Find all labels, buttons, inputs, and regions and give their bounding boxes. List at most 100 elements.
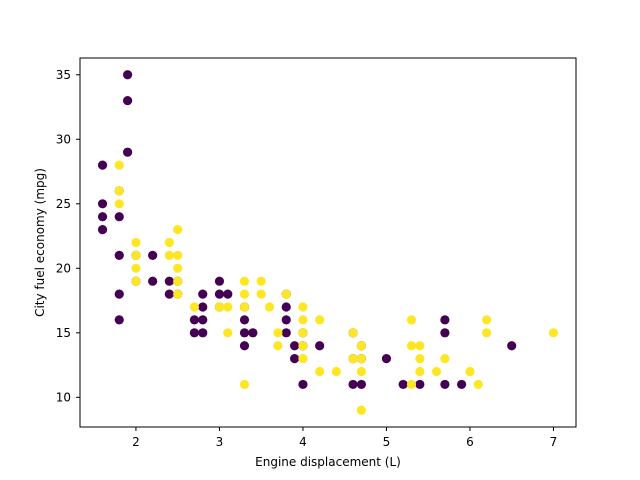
- data-point: [198, 289, 208, 299]
- data-point: [123, 95, 133, 106]
- data-point: [298, 354, 308, 364]
- points-layer: [97, 70, 559, 415]
- data-point: [482, 315, 492, 325]
- data-point: [298, 379, 308, 390]
- data-point: [298, 315, 308, 325]
- data-point: [415, 354, 425, 364]
- data-point: [264, 302, 275, 312]
- data-point: [173, 276, 183, 286]
- data-point: [189, 328, 199, 338]
- data-point: [239, 341, 250, 351]
- data-point: [131, 276, 141, 286]
- data-point: [465, 366, 475, 377]
- data-point: [239, 379, 250, 390]
- data-point: [214, 289, 225, 299]
- data-point: [548, 328, 559, 338]
- data-point: [198, 328, 208, 338]
- data-point: [398, 379, 408, 390]
- data-point: [381, 354, 392, 364]
- data-point: [148, 250, 158, 260]
- x-tick-label: 4: [299, 435, 307, 449]
- data-point: [164, 250, 174, 260]
- data-point: [356, 366, 366, 377]
- data-point: [114, 186, 124, 196]
- data-point: [482, 328, 492, 338]
- data-point: [457, 379, 467, 390]
- series-2: [114, 160, 559, 415]
- data-point: [114, 212, 124, 222]
- data-point: [239, 315, 250, 325]
- x-tick-label: 7: [550, 435, 558, 449]
- y-tick-label: 35: [56, 68, 71, 82]
- data-point: [348, 354, 358, 364]
- data-point: [331, 366, 341, 377]
- data-point: [281, 289, 291, 299]
- y-tick-label: 20: [56, 261, 71, 275]
- y-axis: 10 15 20 25 30 35: [56, 68, 80, 404]
- x-tick-label: 5: [383, 435, 391, 449]
- data-point: [214, 302, 225, 312]
- data-point: [123, 147, 133, 157]
- data-point: [123, 70, 133, 80]
- data-point: [290, 354, 300, 364]
- data-point: [281, 302, 291, 312]
- data-point: [415, 379, 425, 390]
- data-point: [173, 289, 183, 299]
- x-axis: 2 3 4 5 6 7: [132, 427, 557, 449]
- data-point: [198, 315, 208, 325]
- data-point: [348, 379, 358, 390]
- data-point: [440, 354, 450, 364]
- data-point: [97, 199, 108, 209]
- data-point: [315, 341, 325, 351]
- data-point: [114, 289, 124, 299]
- data-point: [415, 366, 425, 377]
- data-point: [248, 328, 258, 338]
- data-point: [440, 328, 450, 338]
- data-point: [415, 341, 425, 351]
- y-axis-label: City fuel economy (mpg): [33, 168, 47, 317]
- data-point: [256, 289, 266, 299]
- data-point: [173, 250, 183, 260]
- y-tick-label: 10: [56, 390, 71, 404]
- data-point: [239, 328, 250, 338]
- y-tick-label: 30: [56, 132, 71, 146]
- data-point: [431, 366, 442, 377]
- data-point: [406, 315, 417, 325]
- data-point: [298, 302, 308, 312]
- data-point: [406, 379, 417, 390]
- data-point: [298, 328, 308, 338]
- data-point: [239, 276, 250, 286]
- data-point: [356, 405, 366, 415]
- data-point: [189, 302, 199, 312]
- data-point: [440, 315, 450, 325]
- data-point: [97, 225, 108, 235]
- data-point: [114, 199, 124, 209]
- data-point: [173, 225, 183, 235]
- data-point: [281, 315, 291, 325]
- data-point: [97, 212, 108, 222]
- data-point: [290, 341, 300, 351]
- data-point: [189, 315, 199, 325]
- data-point: [298, 341, 308, 351]
- data-point: [348, 328, 358, 338]
- plot-frame: [79, 57, 577, 428]
- data-point: [114, 315, 124, 325]
- data-point: [173, 263, 183, 273]
- data-point: [239, 289, 250, 299]
- y-tick-label: 15: [56, 326, 71, 340]
- x-tick-label: 2: [132, 435, 140, 449]
- data-point: [114, 250, 124, 260]
- data-point: [223, 328, 233, 338]
- data-point: [356, 341, 366, 351]
- data-point: [440, 379, 450, 390]
- data-point: [223, 302, 233, 312]
- data-point: [131, 250, 141, 260]
- data-point: [131, 263, 141, 273]
- data-point: [97, 160, 108, 170]
- data-point: [164, 276, 174, 286]
- data-point: [507, 341, 517, 351]
- data-point: [223, 289, 233, 299]
